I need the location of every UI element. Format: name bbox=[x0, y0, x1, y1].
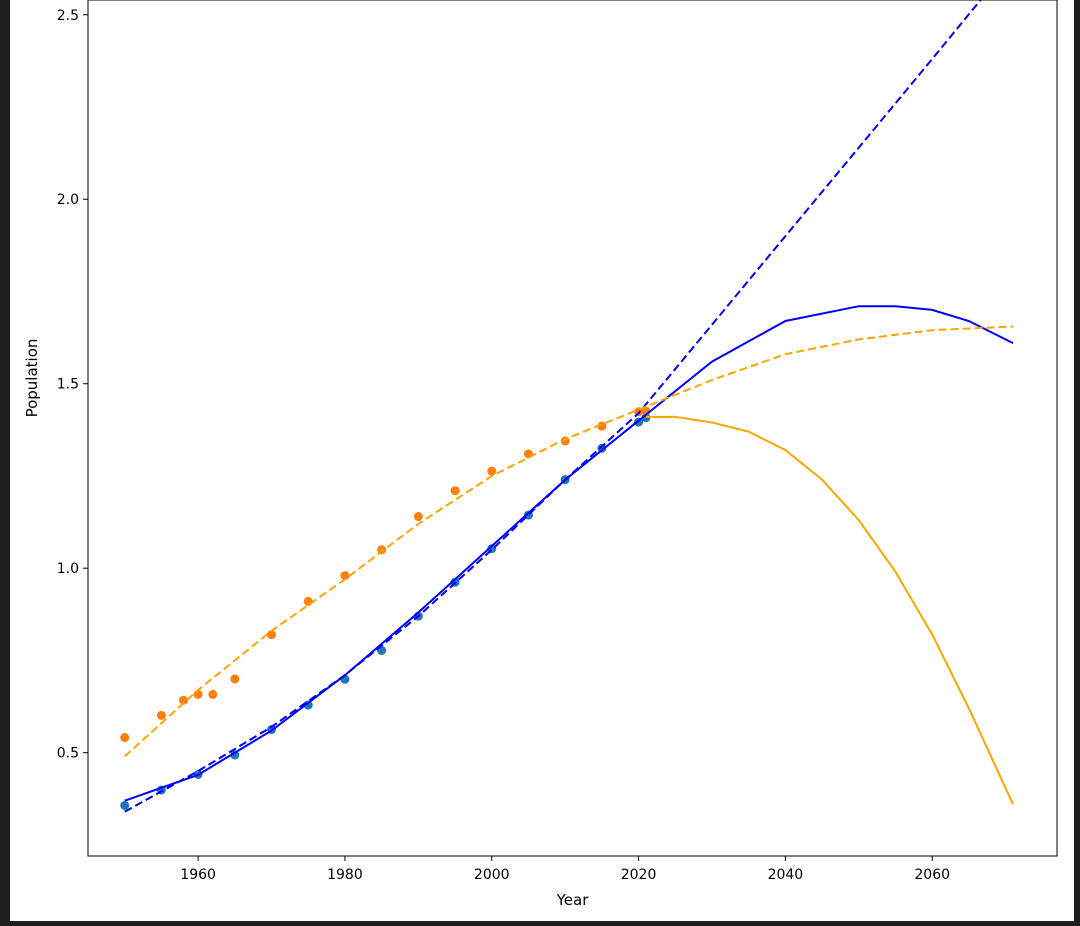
scatter-point-1-11 bbox=[450, 486, 460, 496]
plot-area bbox=[120, 0, 1014, 813]
y-tick-label-1: 1.0 bbox=[57, 561, 79, 577]
scatter-point-1-3 bbox=[193, 689, 203, 699]
y-tick-label-0: 0.5 bbox=[57, 746, 79, 762]
x-tick-label-2: 2000 bbox=[474, 867, 510, 883]
x-tick-label-5: 2060 bbox=[914, 867, 950, 883]
scatter-point-1-8 bbox=[340, 571, 350, 581]
y-tick-label-4: 2.5 bbox=[57, 8, 79, 24]
figure: 1960 1980 2000 2020 2040 2060 0.5 1.0 1.5 2.0 2.5 … bbox=[10, 0, 1074, 921]
x-tick-label-0: 1960 bbox=[180, 867, 216, 883]
y-tick-label-3: 2.0 bbox=[57, 192, 79, 208]
axes-frame bbox=[87, 0, 1058, 857]
scatter-point-1-5 bbox=[230, 674, 240, 684]
scatter-point-1-4 bbox=[208, 689, 218, 699]
y-axis-label: Population bbox=[23, 339, 41, 418]
scatter-point-1-2 bbox=[178, 695, 188, 705]
scatter-point-1-10 bbox=[413, 512, 423, 522]
x-tick-label-3: 2020 bbox=[621, 867, 657, 883]
scatter-point-1-0 bbox=[120, 733, 130, 743]
scatter-point-1-15 bbox=[597, 421, 607, 431]
scatter-point-1-6 bbox=[267, 630, 277, 640]
y-tick-label-2: 1.5 bbox=[57, 377, 79, 393]
scatter-point-1-1 bbox=[156, 710, 166, 720]
scatter-point-1-12 bbox=[487, 466, 497, 476]
scatter-point-0-0 bbox=[120, 800, 130, 810]
x-axis-label: Year bbox=[556, 891, 590, 909]
fit-line-2 bbox=[645, 415, 1014, 805]
scatter-point-0-3 bbox=[230, 750, 240, 760]
scatter-point-1-7 bbox=[303, 596, 313, 606]
axes: 1960 1980 2000 2020 2040 2060 0.5 1.0 1.5 2.0 2.5 bbox=[57, 0, 1058, 883]
fit-line-1 bbox=[124, 0, 982, 813]
chart: 1960 1980 2000 2020 2040 20600.51.01.52.02.5 … bbox=[23, 0, 1058, 909]
x-tick-label-1: 1980 bbox=[327, 867, 363, 883]
x-tick-label-4: 2040 bbox=[768, 867, 804, 883]
fit-line-0 bbox=[124, 305, 1014, 802]
scatter-point-1-9 bbox=[377, 545, 387, 555]
scatter-point-0-13 bbox=[597, 443, 607, 453]
fit-line-3 bbox=[124, 325, 1014, 758]
